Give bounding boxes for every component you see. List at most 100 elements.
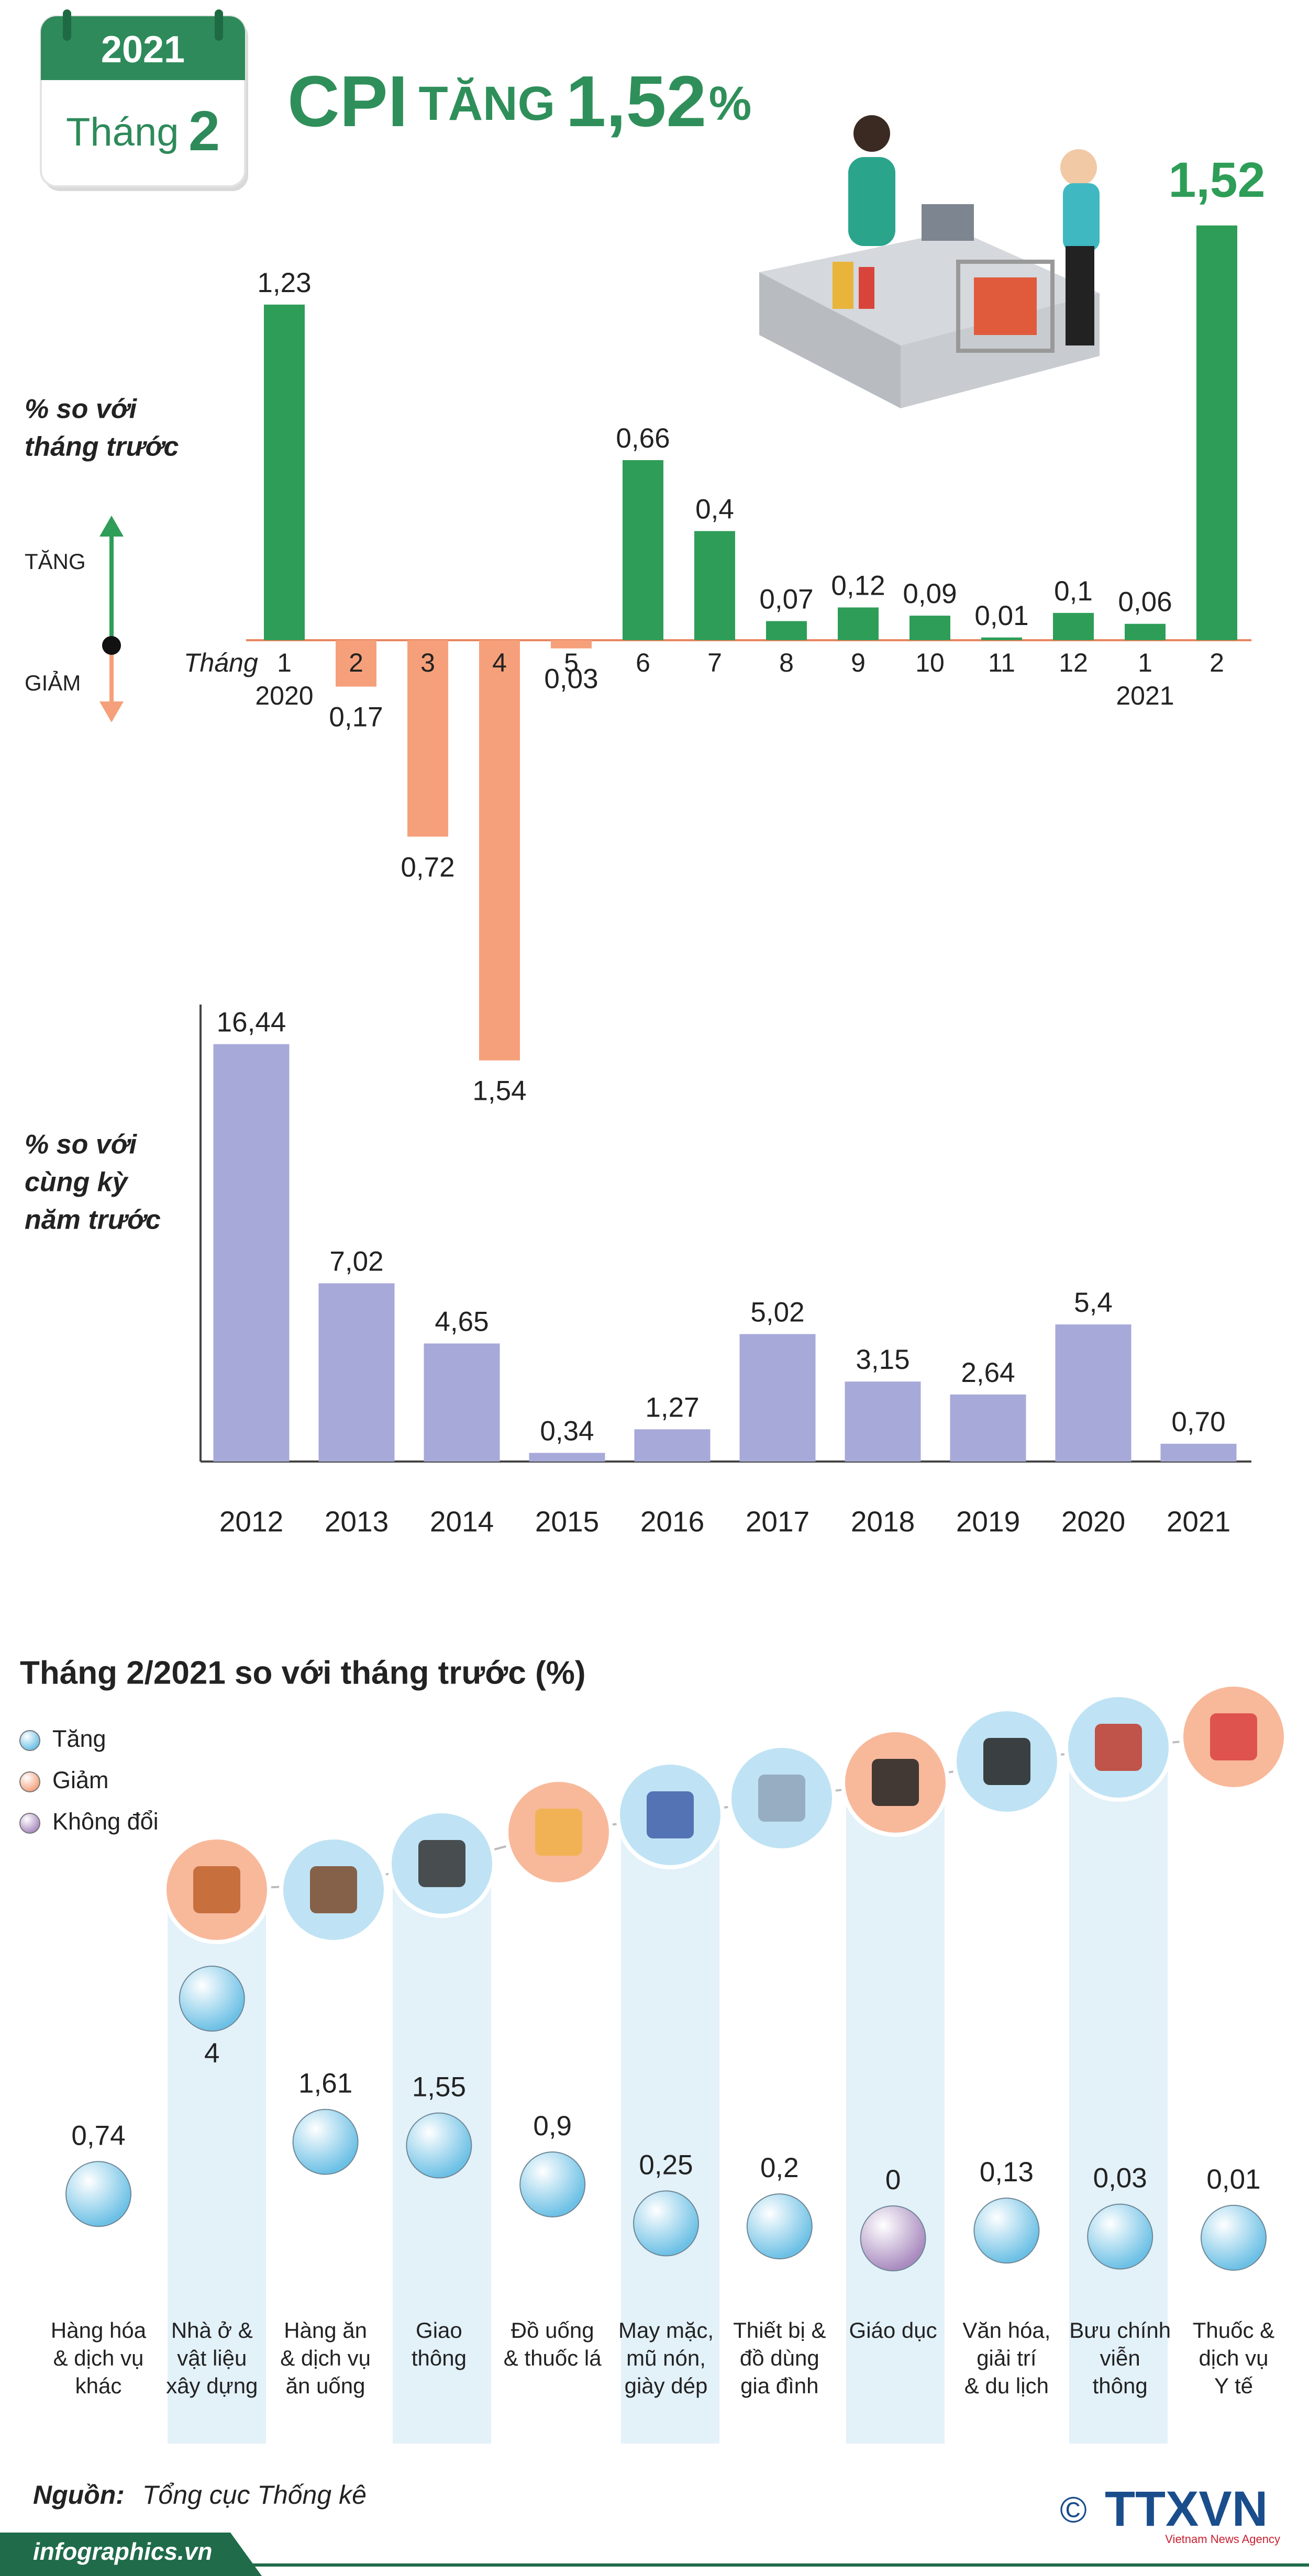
- bubble: [406, 2112, 472, 2179]
- bar: [739, 1334, 816, 1462]
- column-background: [846, 1803, 945, 2444]
- category-label: vật liệu: [177, 2346, 247, 2370]
- value-label: 0,2: [760, 2153, 799, 2183]
- x-tick-label: 9: [851, 648, 866, 677]
- bubble: [179, 1966, 245, 2032]
- value-label: 0,03: [544, 664, 598, 695]
- category-label: thông: [1093, 2373, 1148, 2398]
- x-tick-label: 8: [779, 648, 794, 677]
- value-label: 0,03: [1093, 2163, 1147, 2194]
- legend-marker: [19, 1813, 40, 1834]
- category-label: giày dép: [625, 2373, 708, 2398]
- value-label: 1,55: [412, 2072, 466, 2103]
- icon-glyph: [758, 1775, 805, 1822]
- value-label: 0,17: [329, 702, 383, 733]
- y-axis-label: cùng kỳ: [25, 1167, 129, 1198]
- value-label: 5,02: [750, 1297, 804, 1328]
- x-tick-label: 1: [1138, 648, 1152, 677]
- value-label: 0,4: [695, 494, 734, 525]
- value-label: 0,72: [401, 852, 454, 883]
- value-label: 3,15: [856, 1344, 909, 1375]
- value-label: 0,06: [1118, 587, 1172, 618]
- bubble: [1087, 2203, 1153, 2270]
- source-label: Nguồn:: [33, 2480, 125, 2510]
- x-tick-label: 2016: [640, 1506, 704, 1538]
- icon-connector: [216, 1736, 1234, 1891]
- bar: [424, 1343, 500, 1462]
- bubble: [860, 2205, 926, 2271]
- value-label: 1,54: [472, 1076, 526, 1107]
- category-label: Hàng ăn: [284, 2318, 367, 2343]
- bar: [551, 640, 592, 649]
- category-icons: [162, 1682, 1288, 1944]
- icon-glyph: [872, 1759, 919, 1806]
- x-tick-label: 7: [707, 648, 722, 677]
- down-label: GIẢM: [25, 670, 81, 695]
- bar: [1125, 623, 1166, 640]
- category-label: mũ nón,: [626, 2346, 706, 2370]
- value-label: 1,61: [298, 2068, 352, 2099]
- footer-site: infographics.vn: [33, 2538, 212, 2565]
- value-label: 0,12: [831, 570, 885, 601]
- x-tick-label: 2015: [535, 1506, 599, 1538]
- column-background: [621, 1836, 719, 2444]
- title-part: %: [709, 77, 752, 130]
- chart-title: Tháng 2/2021 so với tháng trước (%): [20, 1655, 586, 1691]
- icon-glyph: [647, 1791, 694, 1838]
- calendar-month: Tháng 2: [66, 99, 220, 162]
- value-label: 16,44: [217, 1007, 286, 1038]
- bar: [909, 616, 950, 640]
- category-label: đồ dùng: [740, 2346, 819, 2370]
- bar: [479, 640, 520, 1061]
- category-label: viễn: [1100, 2346, 1140, 2370]
- x-tick-label: 2017: [746, 1506, 809, 1538]
- category-label: May mặc,: [618, 2318, 714, 2343]
- value-label: 5,4: [1074, 1287, 1113, 1318]
- value-label: 0,70: [1171, 1407, 1225, 1437]
- category-label: thông: [412, 2346, 467, 2370]
- icon-glyph: [535, 1809, 582, 1856]
- title-part: CPI: [287, 61, 408, 142]
- value-label: 0,1: [1054, 576, 1093, 607]
- bubble: [65, 2161, 131, 2227]
- icon-glyph: [418, 1840, 465, 1887]
- value-label: 0,13: [980, 2157, 1034, 2188]
- x-tick-label: 4: [492, 648, 507, 677]
- category-label: Giáo dục: [849, 2318, 937, 2343]
- bar: [264, 304, 305, 640]
- legend-marker: [19, 1730, 40, 1751]
- main-title: CPI TĂNG 1,52 %: [287, 61, 751, 142]
- year-label: 2021: [1116, 681, 1174, 710]
- category-label: giải trí: [977, 2346, 1037, 2370]
- category-label: Giao: [416, 2318, 462, 2343]
- title-part: 1,52: [566, 61, 707, 142]
- x-tick-label: 2021: [1167, 1506, 1230, 1538]
- bar: [213, 1044, 290, 1462]
- x-tick-label: 2014: [430, 1506, 494, 1538]
- value-label: 0,34: [540, 1416, 594, 1447]
- bubble: [1201, 2204, 1267, 2271]
- x-tick-label: 2018: [851, 1506, 915, 1538]
- value-label: 0,66: [616, 423, 670, 454]
- category-label: Nhà ở &: [171, 2318, 253, 2343]
- y-axis-label: % so với: [25, 1130, 138, 1160]
- x-tick-label: 5: [564, 648, 579, 677]
- value-label: 0,25: [639, 2149, 693, 2180]
- bar: [845, 1381, 921, 1462]
- bar: [1196, 225, 1237, 640]
- bar: [529, 1453, 605, 1462]
- category-label: Bưu chính: [1069, 2318, 1171, 2343]
- bar: [1055, 1324, 1131, 1462]
- up-label: TĂNG: [25, 549, 86, 574]
- bubble: [633, 2190, 699, 2257]
- x-tick-label: 2019: [956, 1506, 1020, 1538]
- value-label: 0,9: [533, 2111, 572, 2142]
- calendar-year: 2021: [101, 29, 185, 71]
- direction-arrows: [99, 516, 124, 722]
- x-tick-label: 6: [636, 648, 650, 677]
- legend-label: Không đổi: [52, 1808, 159, 1835]
- year-label: 2020: [255, 681, 313, 710]
- agency-subtitle: Vietnam News Agency: [1165, 2533, 1280, 2546]
- y-axis-label: năm trước: [25, 1205, 161, 1235]
- month-number: 2: [188, 99, 220, 162]
